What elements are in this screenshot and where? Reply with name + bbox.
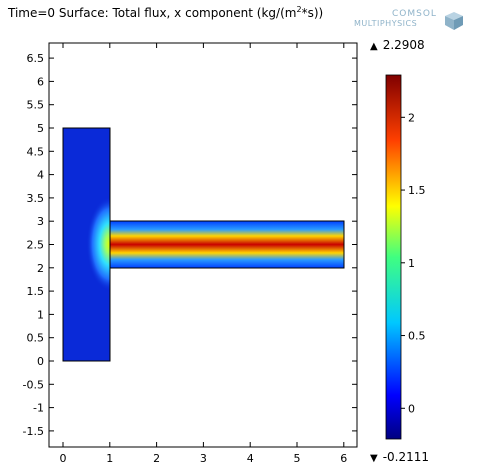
x-tick-label: 2 [153, 452, 160, 465]
colorbar-max-label: ▲ 2.2908 [370, 38, 425, 52]
comsol-logo: COMSOL MULTIPHYSICS [352, 9, 464, 33]
colorbar-tick-label: 0.5 [408, 330, 426, 343]
x-tick-label: 1 [106, 452, 113, 465]
y-tick-label: -0.5 [23, 378, 44, 391]
y-tick-label: 4.5 [27, 145, 45, 158]
channel-fill [110, 221, 344, 268]
y-axis-ticks: -1.5 -1 -0.5 0 0.5 1 1.5 2 2.5 3 3.5 4 4.5 5 5.5 6 6.5 [23, 52, 357, 438]
y-tick-label: 6 [37, 75, 44, 88]
horizontal-channel [109, 220, 345, 269]
y-tick-label: 1 [37, 308, 44, 321]
y-tick-label: 5.5 [27, 99, 45, 112]
x-tick-label: 3 [200, 452, 207, 465]
y-tick-label: -1 [33, 402, 44, 415]
y-tick-label: 5 [37, 122, 44, 135]
colorbar-tick-label: 1.5 [408, 184, 426, 197]
y-tick-label: 0 [37, 355, 44, 368]
entry-glow [63, 197, 110, 291]
channel-outline [109, 220, 345, 269]
max-triangle-icon: ▲ [370, 41, 378, 52]
colorbar [385, 74, 402, 440]
x-tick-label: 6 [340, 452, 347, 465]
y-tick-label: 1.5 [27, 285, 45, 298]
colorbar-tick-label: 0 [408, 402, 415, 415]
logo-text-comsol: COMSOL [392, 9, 437, 19]
min-triangle-icon: ▼ [370, 453, 378, 464]
logo-text-multiphysics: MULTIPHYSICS [354, 19, 418, 28]
colorbar-tick-label: 1 [408, 257, 415, 270]
y-tick-label: 0.5 [27, 332, 45, 345]
x-tick-label: 4 [247, 452, 254, 465]
plot-title: Time=0 Surface: Total flux, x component … [8, 5, 324, 20]
colorbar-tick-label: 2 [408, 111, 415, 124]
cube-icon [445, 12, 463, 30]
colorbar-ticks: 0 0.5 1 1.5 2 [401, 111, 426, 415]
y-tick-label: -1.5 [23, 425, 44, 438]
y-tick-label: 2 [37, 262, 44, 275]
y-tick-label: 6.5 [27, 52, 45, 65]
y-tick-label: 3 [37, 215, 44, 228]
y-tick-label: 4 [37, 169, 44, 182]
x-tick-label: 5 [294, 452, 301, 465]
x-tick-label: 0 [60, 452, 67, 465]
x-axis-ticks: 0 1 2 3 4 5 6 [60, 43, 347, 465]
colorbar-min-label: ▼ -0.2111 [370, 450, 430, 464]
vertical-block [62, 127, 111, 362]
y-tick-label: 2.5 [27, 239, 45, 252]
y-tick-label: 3.5 [27, 192, 45, 205]
